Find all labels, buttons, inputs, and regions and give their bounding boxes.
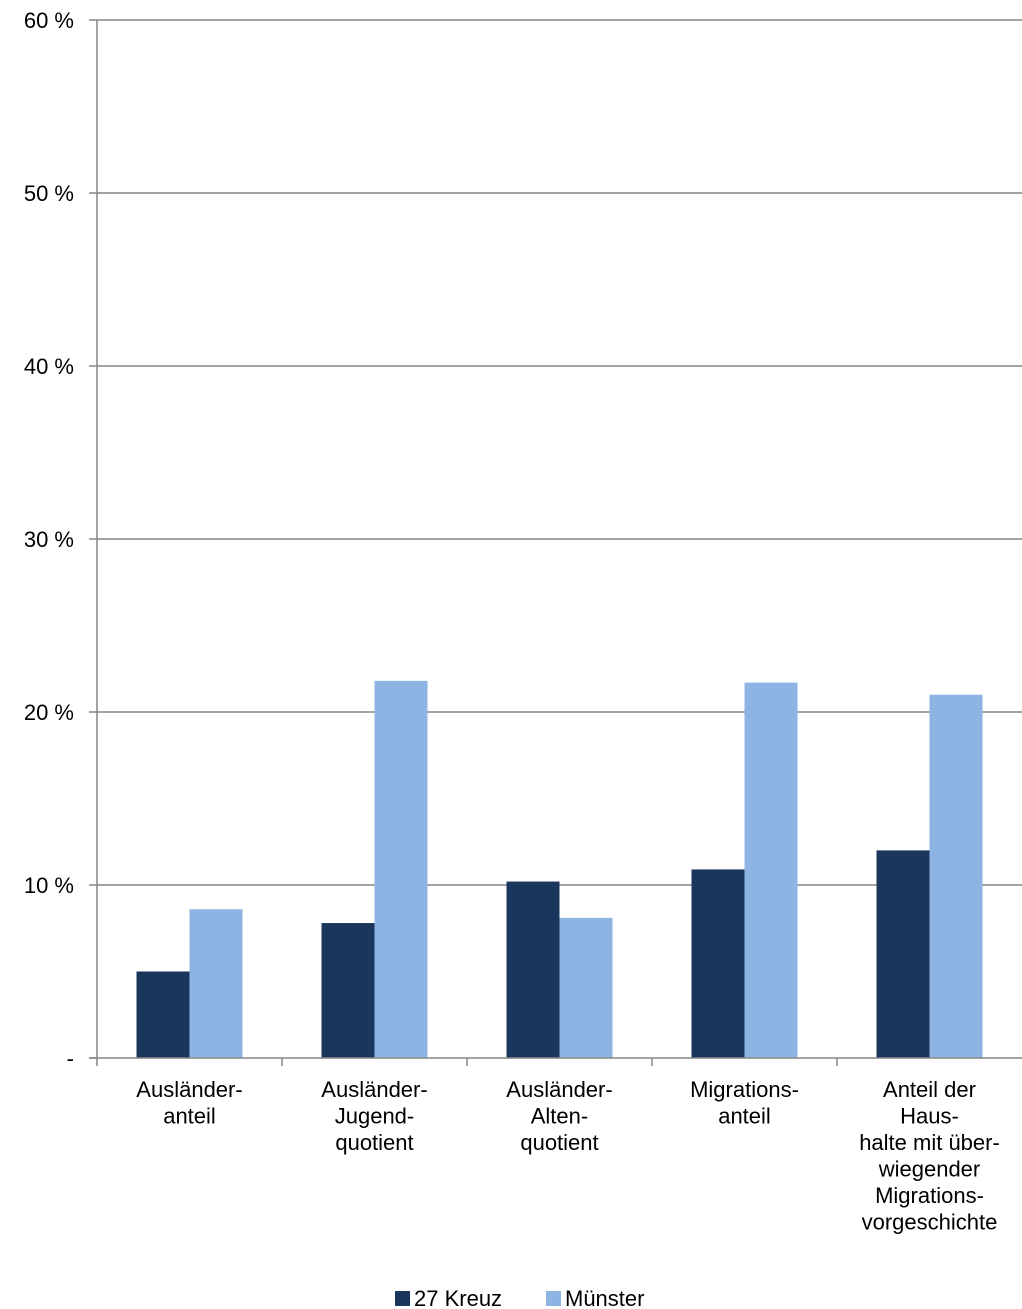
x-tick-label: Ausländer-Alten-quotient	[506, 1077, 612, 1155]
x-tick-label-line: anteil	[718, 1104, 771, 1129]
y-tick-label: 30 %	[24, 527, 74, 552]
legend-label: 27 Kreuz	[414, 1286, 502, 1309]
x-tick-label-line: Alten-	[531, 1104, 588, 1129]
x-tick-label-line: vorgeschichte	[862, 1210, 998, 1235]
y-tick-label: 60 %	[24, 8, 74, 33]
gridlines	[97, 19, 1022, 886]
legend-swatch	[546, 1291, 561, 1306]
legend: 27 Kreuz Münster	[395, 1286, 644, 1309]
x-tick-label: Anteil der Haus-halte mit über-wiegender M…	[859, 1077, 1000, 1235]
bar-series-2	[744, 682, 798, 1058]
x-tick-label-line: Ausländer-	[321, 1077, 427, 1102]
y-tick-label: -	[67, 1046, 74, 1071]
x-tick-label-line: anteil	[163, 1104, 216, 1129]
x-tick-label-line: quotient	[335, 1130, 413, 1155]
y-tick-label: 40 %	[24, 354, 74, 379]
legend-label: Münster	[565, 1286, 644, 1309]
y-axis-tick-labels: - 10 % 20 % 30 % 40 % 50 % 60 %	[24, 8, 74, 1071]
bar-series-1	[691, 869, 745, 1058]
x-tick-label-line: Ausländer-	[136, 1077, 242, 1102]
bar-series-2	[559, 917, 613, 1058]
bar-series-2	[189, 909, 243, 1058]
bar-series-2	[374, 680, 428, 1058]
x-tick-label-line: Anteil der	[883, 1077, 976, 1102]
x-tick-label-line: Migrations-	[690, 1077, 799, 1102]
legend-swatch	[395, 1291, 410, 1306]
bar-series-1	[506, 881, 560, 1058]
x-tick-label-line: Jugend-	[335, 1104, 415, 1129]
x-tick-label-line: wiegender	[878, 1157, 981, 1182]
x-tick-label: Ausländer-anteil	[136, 1077, 242, 1129]
x-tick-label: Migrations-anteil	[690, 1077, 799, 1129]
bar-series-2	[929, 694, 983, 1058]
x-tick-label-line: halte mit über-	[859, 1130, 1000, 1155]
axes	[89, 19, 1022, 1066]
bar-series-1	[321, 923, 375, 1058]
bar-series-1	[136, 971, 190, 1058]
x-tick-label-line: Ausländer-	[506, 1077, 612, 1102]
x-axis-tick-labels: Ausländer-anteilAusländer-Jugend-quotien…	[136, 1077, 1000, 1235]
x-tick-label-line: Migrations-	[875, 1183, 984, 1208]
y-tick-label: 10 %	[24, 873, 74, 898]
bars	[136, 680, 983, 1058]
bar-series-1	[876, 850, 930, 1058]
y-tick-label: 50 %	[24, 181, 74, 206]
y-tick-label: 20 %	[24, 700, 74, 725]
x-tick-label-line: Haus-	[900, 1104, 959, 1129]
x-tick-label-line: quotient	[520, 1130, 598, 1155]
x-tick-label: Ausländer-Jugend-quotient	[321, 1077, 427, 1155]
